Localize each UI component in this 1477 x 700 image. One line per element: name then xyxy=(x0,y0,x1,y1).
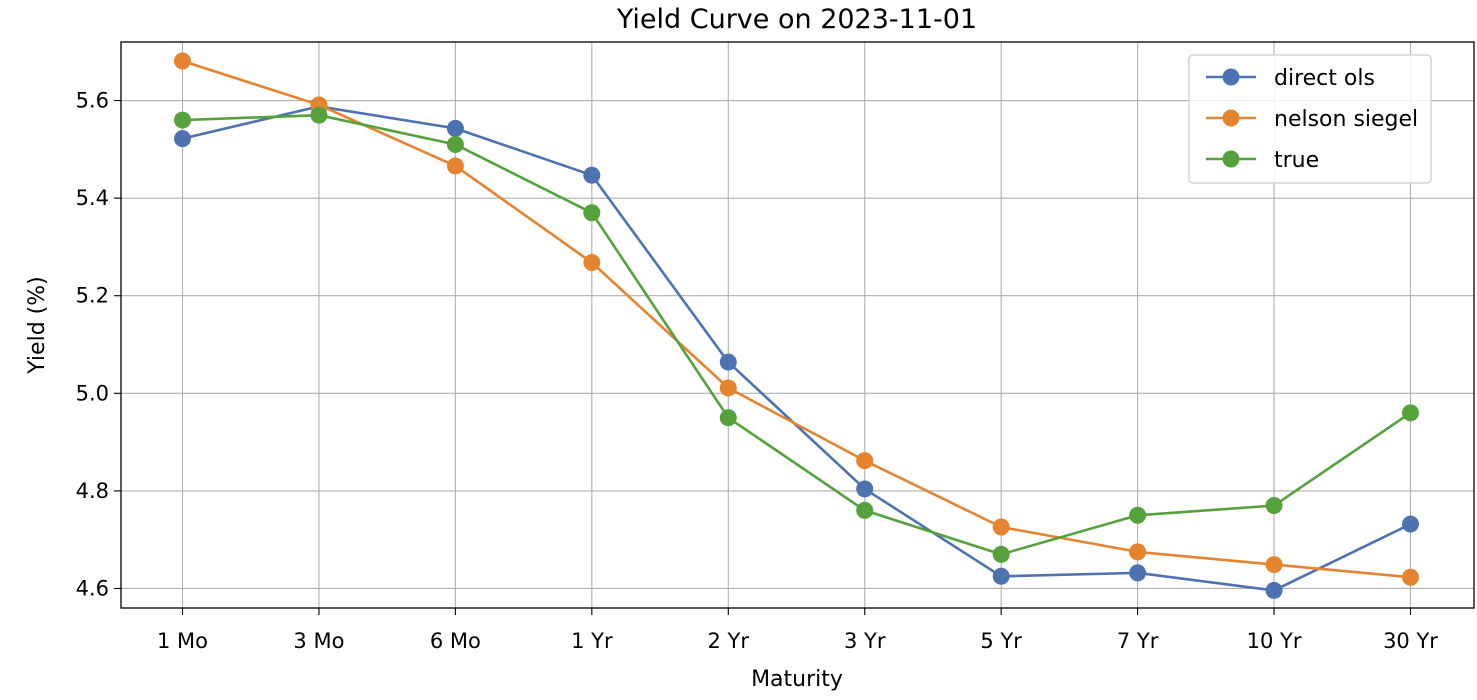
legend-box xyxy=(1188,54,1432,184)
y-axis-label: Yield (%) xyxy=(25,276,50,374)
data-point-nelson-siegel xyxy=(1129,543,1147,561)
data-point-true xyxy=(174,111,191,129)
y-tick-label: 4.6 xyxy=(76,576,109,600)
data-point-nelson-siegel xyxy=(446,157,464,175)
x-tick-label: 2 Yr xyxy=(708,629,750,653)
legend-label: nelson siegel xyxy=(1274,107,1418,132)
data-point-true xyxy=(856,501,874,519)
data-point-true xyxy=(1129,506,1147,524)
legend-marker xyxy=(1222,109,1240,127)
data-point-true xyxy=(1265,497,1283,515)
legend-label: true xyxy=(1274,148,1319,173)
data-point-direct-ols xyxy=(1265,581,1283,599)
data-point-direct-ols xyxy=(992,567,1010,585)
data-point-true xyxy=(310,106,328,124)
y-axis-ticks: 4.6 4.8 5.0 5.2 5.4 5.6 xyxy=(76,89,121,600)
legend-marker xyxy=(1222,150,1240,168)
legend-item-nelson-siegel: nelson siegel xyxy=(1206,107,1418,132)
data-point-nelson-siegel xyxy=(1265,556,1283,574)
data-point-direct-ols xyxy=(583,166,601,184)
x-tick-label: 6 Mo xyxy=(430,629,481,653)
data-point-true xyxy=(992,545,1010,563)
x-tick-label: 5 Yr xyxy=(980,629,1022,653)
y-tick-label: 5.0 xyxy=(76,381,109,405)
legend-item-true: true xyxy=(1206,148,1319,173)
grid xyxy=(121,42,1474,608)
data-point-nelson-siegel xyxy=(1402,568,1419,586)
data-point-direct-ols xyxy=(1129,564,1147,582)
x-tick-label: 7 Yr xyxy=(1117,629,1159,653)
data-point-true xyxy=(719,409,737,427)
y-tick-label: 4.8 xyxy=(76,479,109,503)
data-point-nelson-siegel xyxy=(719,379,737,397)
x-tick-label: 3 Yr xyxy=(844,629,886,653)
legend: direct ols nelson siegel true xyxy=(1188,54,1432,184)
data-point-nelson-siegel xyxy=(583,254,601,272)
series-line-nelson-siegel xyxy=(182,59,1411,579)
x-axis-ticks: 1 Mo 3 Mo 6 Mo 1 Yr 2 Yr 3 Yr 5 Yr 7 Yr 10 Yr 30 … xyxy=(157,608,1438,653)
data-point-direct-ols xyxy=(856,480,874,498)
data-point-direct-ols xyxy=(1402,515,1419,533)
plot-frame xyxy=(120,41,1475,609)
data-point-nelson-siegel xyxy=(992,518,1010,536)
x-tick-label: 3 Mo xyxy=(293,629,344,653)
legend-item-direct-ols: direct ols xyxy=(1206,66,1375,91)
legend-marker xyxy=(1222,68,1240,86)
x-tick-label: 10 Yr xyxy=(1247,629,1302,653)
data-point-direct-ols xyxy=(719,353,737,371)
data-point-direct-ols xyxy=(446,119,464,137)
y-tick-label: 5.4 xyxy=(76,186,109,210)
x-tick-label: 1 Mo xyxy=(157,629,208,653)
series-true xyxy=(174,106,1419,563)
data-point-direct-ols xyxy=(174,130,191,148)
y-tick-label: 5.2 xyxy=(76,284,109,308)
x-axis-label: Maturity xyxy=(751,667,843,692)
data-point-true xyxy=(446,135,464,153)
data-point-nelson-siegel xyxy=(856,452,874,470)
series-layer xyxy=(174,52,1419,599)
x-tick-label: 1 Yr xyxy=(571,629,613,653)
series-line-true xyxy=(182,113,1412,556)
legend-label: direct ols xyxy=(1274,66,1375,91)
data-point-true xyxy=(583,204,601,222)
x-tick-label: 30 Yr xyxy=(1383,629,1438,653)
data-point-true xyxy=(1402,404,1419,422)
chart-title: Yield Curve on 2023-11-01 xyxy=(616,4,977,35)
data-point-nelson-siegel xyxy=(174,52,191,70)
y-tick-label: 5.6 xyxy=(76,89,109,113)
